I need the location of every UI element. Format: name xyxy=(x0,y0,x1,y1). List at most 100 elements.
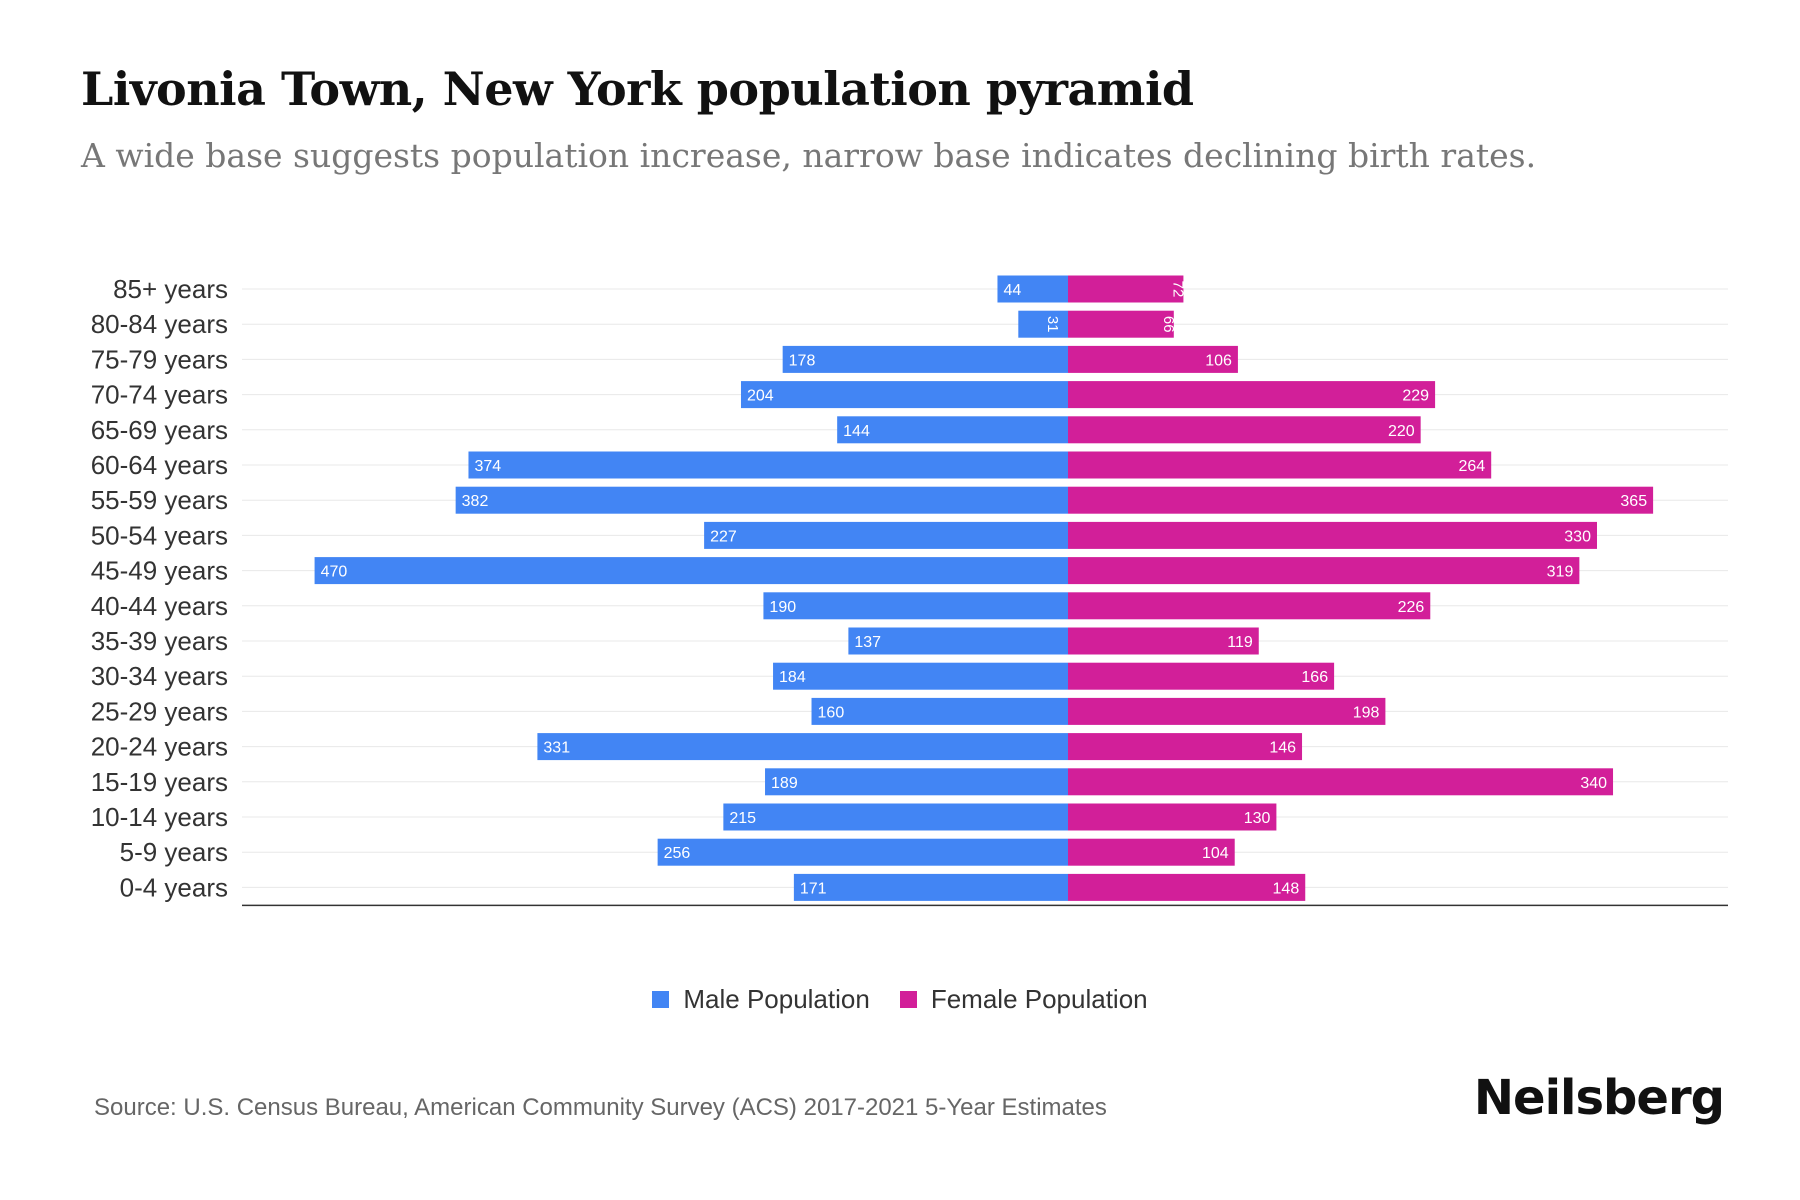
female-bar xyxy=(1068,521,1597,549)
male-bar xyxy=(811,697,1068,725)
female-data-label: 340 xyxy=(1580,775,1607,792)
male-bar xyxy=(1018,310,1068,338)
male-data-label: 204 xyxy=(747,388,774,405)
y-tick-label: 65-69 years xyxy=(91,415,228,445)
y-tick-label: 35-39 years xyxy=(91,626,228,656)
male-data-label: 144 xyxy=(843,423,870,440)
male-data-label: 374 xyxy=(474,458,501,475)
y-tick-label: 60-64 years xyxy=(91,450,228,480)
y-tick-label: 75-79 years xyxy=(91,344,228,374)
y-tick-label: 15-19 years xyxy=(91,767,228,797)
y-tick-label: 5-9 years xyxy=(120,837,228,867)
male-data-label: 227 xyxy=(710,528,737,545)
y-tick-label: 40-44 years xyxy=(91,591,228,621)
female-bar xyxy=(1068,557,1580,585)
legend-swatch-male xyxy=(652,991,670,1008)
male-bar xyxy=(657,838,1068,866)
y-tick-label: 50-54 years xyxy=(91,520,228,550)
chart-title: Livonia Town, New York population pyrami… xyxy=(81,62,1194,116)
male-data-label: 256 xyxy=(664,845,691,862)
female-data-label: 229 xyxy=(1402,388,1429,405)
female-data-label: 166 xyxy=(1301,669,1328,686)
male-bar xyxy=(997,275,1068,303)
y-tick-label: 85+ years xyxy=(113,274,228,304)
female-bar xyxy=(1068,310,1174,338)
female-bar xyxy=(1068,416,1421,444)
female-data-label: 330 xyxy=(1564,528,1591,545)
chart-legend: Male Population Female Population xyxy=(0,984,1800,1015)
y-tick-label: 70-74 years xyxy=(91,380,228,410)
female-data-label: 72 xyxy=(1169,281,1186,298)
female-bar xyxy=(1068,275,1184,303)
male-data-label: 160 xyxy=(818,704,845,721)
female-bar xyxy=(1068,381,1436,409)
female-bar xyxy=(1068,838,1235,866)
male-data-label: 331 xyxy=(543,740,570,757)
female-data-label: 146 xyxy=(1269,740,1296,757)
y-tick-label: 25-29 years xyxy=(91,696,228,726)
source-note: Source: U.S. Census Bureau, American Com… xyxy=(94,1094,1107,1121)
male-data-label: 137 xyxy=(854,634,881,651)
female-data-label: 119 xyxy=(1227,634,1253,651)
y-tick-label: 30-34 years xyxy=(91,661,228,691)
female-data-label: 365 xyxy=(1620,493,1647,510)
male-bar xyxy=(537,733,1068,761)
y-tick-label: 0-4 years xyxy=(120,872,228,902)
male-data-label: 31 xyxy=(1044,316,1061,333)
legend-label-female: Female Population xyxy=(930,984,1148,1014)
y-tick-label: 80-84 years xyxy=(91,309,228,339)
male-bar xyxy=(763,592,1068,620)
male-data-label: 382 xyxy=(462,493,489,510)
female-data-label: 319 xyxy=(1547,564,1574,581)
female-bar xyxy=(1068,803,1277,831)
male-data-label: 215 xyxy=(729,810,756,827)
female-bar xyxy=(1068,627,1259,655)
female-bar xyxy=(1068,486,1654,514)
female-bar xyxy=(1068,733,1303,761)
female-bar xyxy=(1068,873,1306,901)
male-bar xyxy=(765,768,1068,796)
male-data-label: 171 xyxy=(800,880,827,897)
legend-item-male[interactable]: Male Population xyxy=(652,984,870,1015)
y-tick-label: 55-59 years xyxy=(91,485,228,515)
female-data-label: 198 xyxy=(1353,704,1380,721)
y-tick-label: 45-49 years xyxy=(91,556,228,586)
female-data-label: 220 xyxy=(1388,423,1415,440)
male-data-label: 470 xyxy=(321,564,348,581)
legend-label-male: Male Population xyxy=(683,984,870,1014)
male-bar xyxy=(314,557,1069,585)
male-bar xyxy=(773,662,1068,690)
female-data-label: 130 xyxy=(1244,810,1271,827)
female-data-label: 148 xyxy=(1273,880,1300,897)
male-bar xyxy=(782,345,1068,373)
female-bar xyxy=(1068,662,1335,690)
male-bar xyxy=(837,416,1068,444)
female-bar xyxy=(1068,768,1614,796)
y-tick-label: 20-24 years xyxy=(91,732,228,762)
male-bar xyxy=(468,451,1068,479)
female-data-label: 104 xyxy=(1202,845,1229,862)
female-data-label: 106 xyxy=(1205,352,1232,369)
female-data-label: 66 xyxy=(1160,316,1177,333)
chart-subtitle: A wide base suggests population increase… xyxy=(81,136,1537,175)
brand-logo: Neilsberg xyxy=(1473,1070,1725,1126)
male-bar xyxy=(848,627,1068,655)
male-bar xyxy=(723,803,1068,831)
female-bar xyxy=(1068,697,1386,725)
y-tick-label: 10-14 years xyxy=(91,802,228,832)
male-bar xyxy=(740,381,1068,409)
male-data-label: 44 xyxy=(1003,282,1021,299)
female-bar xyxy=(1068,451,1492,479)
female-data-label: 264 xyxy=(1458,458,1485,475)
male-data-label: 178 xyxy=(789,352,816,369)
male-data-label: 190 xyxy=(769,599,796,616)
male-data-label: 184 xyxy=(779,669,806,686)
male-bar xyxy=(455,486,1068,514)
legend-swatch-female xyxy=(899,991,917,1008)
female-data-label: 226 xyxy=(1398,599,1425,616)
male-bar xyxy=(793,873,1068,901)
male-bar xyxy=(704,521,1068,549)
female-bar xyxy=(1068,345,1238,373)
legend-item-female[interactable]: Female Population xyxy=(899,984,1148,1015)
